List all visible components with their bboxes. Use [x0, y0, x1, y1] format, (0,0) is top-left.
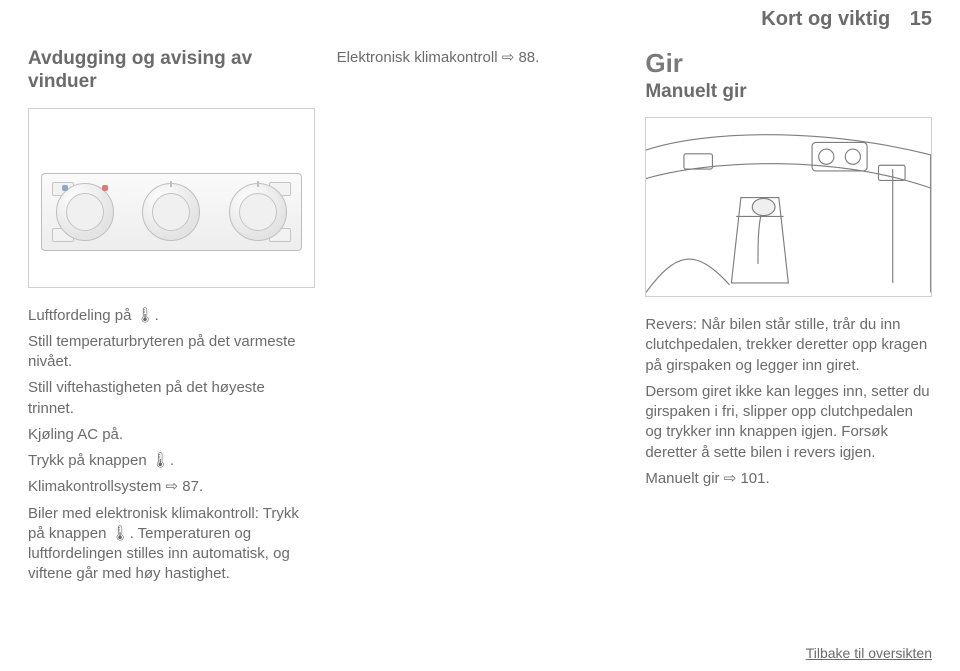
col1-heading: Avdugging og avising av vinduer — [28, 48, 315, 94]
interior-illustration — [646, 118, 931, 296]
col3-p1: Revers: Når bilen står stille, trår du i… — [645, 315, 932, 376]
col1-p1: Luftfordeling på 🌡. — [28, 306, 315, 326]
col3-body: Revers: Når bilen står stille, trår du i… — [645, 315, 932, 495]
dial-airflow — [229, 183, 287, 241]
page-number: 15 — [910, 8, 932, 30]
col3-p3: Manuelt gir ⇨ 101. — [645, 469, 932, 489]
figure-climate-control — [28, 108, 315, 288]
dial-fan — [142, 183, 200, 241]
col3-subtitle: Manuelt gir — [645, 81, 932, 103]
col1-body: Luftfordeling på 🌡. Still temperaturbryt… — [28, 306, 315, 591]
content-columns: Avdugging og avising av vinduer — [28, 48, 932, 633]
col1-p4: Kjøling AC på. — [28, 425, 315, 445]
col1-p5: Trykk på knappen 🌡. — [28, 451, 315, 471]
col1-p6: Klimakontrollsystem ⇨ 87. — [28, 477, 315, 497]
col1-p7: Biler med elektronisk klimakontroll: Try… — [28, 504, 315, 585]
figure-gearshift — [645, 117, 932, 297]
column-3: Gir Manuelt gir — [645, 48, 932, 633]
page-header: Kort og viktig 15 — [761, 8, 932, 31]
back-to-overview-link[interactable]: Tilbake til oversikten — [806, 645, 932, 661]
col2-line: Elektronisk klimakontroll ⇨ 88. — [337, 48, 624, 68]
col1-p3: Still viftehastigheten på det høyeste tr… — [28, 378, 315, 419]
col3-p2: Dersom giret ikke kan legges inn, setter… — [645, 382, 932, 463]
dial-temperature — [56, 183, 114, 241]
header-title: Kort og viktig — [761, 8, 890, 30]
column-2: Elektronisk klimakontroll ⇨ 88. — [337, 48, 624, 633]
col1-p2: Still temperaturbryteren på det varmeste… — [28, 332, 315, 373]
col3-title: Gir — [645, 48, 932, 79]
column-1: Avdugging og avising av vinduer — [28, 48, 315, 633]
climate-panel — [41, 173, 302, 251]
